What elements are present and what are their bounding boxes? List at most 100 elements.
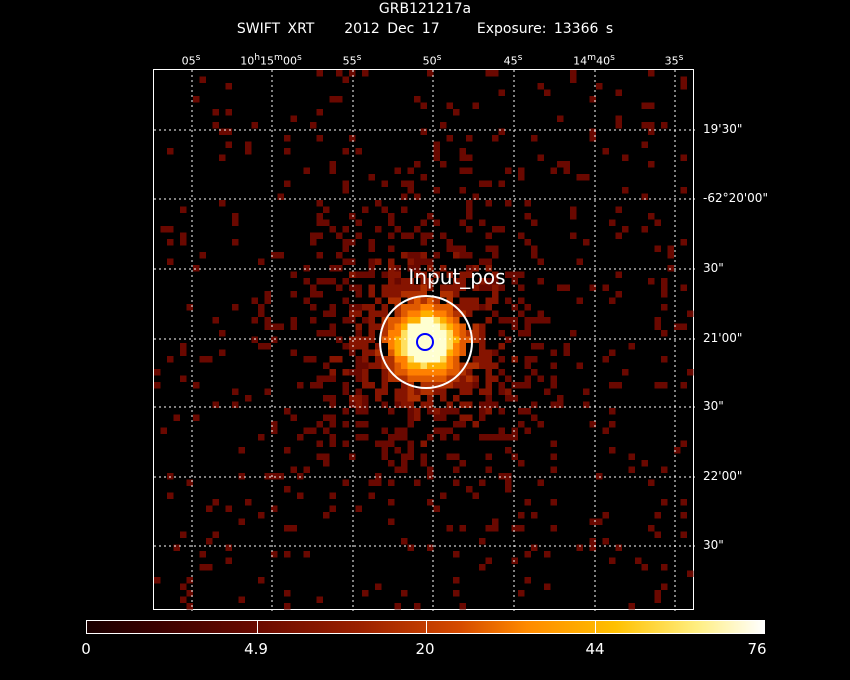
count-pixel bbox=[427, 408, 434, 415]
count-pixel bbox=[245, 395, 252, 402]
count-pixel bbox=[238, 518, 245, 525]
count-pixel bbox=[401, 193, 408, 200]
count-pixel bbox=[609, 447, 616, 454]
count-pixel bbox=[388, 323, 395, 330]
count-pixel bbox=[615, 291, 622, 298]
count-pixel bbox=[336, 70, 343, 77]
count-pixel bbox=[550, 499, 557, 506]
count-pixel bbox=[401, 369, 408, 376]
xrt-image-frame[interactable]: Input_pos bbox=[153, 69, 695, 611]
count-pixel bbox=[232, 401, 239, 408]
count-pixel bbox=[459, 148, 466, 155]
count-pixel bbox=[394, 349, 401, 356]
count-pixel bbox=[550, 167, 557, 174]
count-pixel bbox=[401, 590, 408, 597]
count-pixel bbox=[427, 317, 434, 324]
count-pixel bbox=[492, 310, 499, 317]
count-pixel bbox=[544, 317, 551, 324]
count-pixel bbox=[349, 284, 356, 291]
count-pixel bbox=[160, 226, 167, 233]
count-pixel bbox=[394, 603, 401, 610]
count-pixel bbox=[271, 473, 278, 480]
count-pixel bbox=[420, 310, 427, 317]
count-pixel bbox=[427, 434, 434, 441]
count-pixel bbox=[199, 564, 206, 571]
count-pixel bbox=[427, 375, 434, 382]
exposure-label: Exposure: 13366 s bbox=[476, 21, 614, 37]
count-pixel bbox=[245, 499, 252, 506]
count-pixel bbox=[420, 382, 427, 389]
count-pixel bbox=[232, 388, 239, 395]
count-pixel bbox=[570, 232, 577, 239]
count-pixel bbox=[414, 479, 421, 486]
count-pixel bbox=[349, 135, 356, 142]
count-pixel bbox=[446, 336, 453, 343]
ra-tick-label: 45s bbox=[503, 52, 523, 68]
count-pixel bbox=[355, 271, 362, 278]
input-pos-region-circle bbox=[379, 295, 473, 389]
count-pixel bbox=[531, 356, 538, 363]
dec-tick-label: -62°20'00" bbox=[703, 191, 768, 205]
count-pixel bbox=[433, 336, 440, 343]
count-pixel bbox=[368, 291, 375, 298]
count-pixel bbox=[290, 466, 297, 473]
count-pixel bbox=[498, 128, 505, 135]
count-pixel bbox=[407, 408, 414, 415]
count-pixel bbox=[420, 317, 427, 324]
count-pixel bbox=[498, 473, 505, 480]
count-pixel bbox=[407, 414, 414, 421]
count-pixel bbox=[446, 297, 453, 304]
count-pixel bbox=[641, 226, 648, 233]
count-pixel bbox=[440, 122, 447, 129]
count-pixel bbox=[492, 226, 499, 233]
count-pixel bbox=[394, 343, 401, 350]
count-pixel bbox=[661, 304, 668, 311]
count-pixel bbox=[446, 323, 453, 330]
count-pixel bbox=[446, 330, 453, 337]
count-pixel bbox=[453, 109, 460, 116]
count-pixel bbox=[459, 382, 466, 389]
count-pixel bbox=[329, 421, 336, 428]
count-pixel bbox=[342, 76, 349, 83]
count-pixel bbox=[186, 304, 193, 311]
count-pixel bbox=[368, 479, 375, 486]
ra-tick-label: 35s bbox=[664, 52, 684, 68]
count-pixel bbox=[654, 317, 661, 324]
ra-tick-label: 55s bbox=[342, 52, 362, 68]
count-pixel bbox=[394, 356, 401, 363]
count-pixel bbox=[342, 148, 349, 155]
count-pixel bbox=[570, 213, 577, 220]
count-pixel bbox=[563, 343, 570, 350]
count-pixel bbox=[407, 349, 414, 356]
count-pixel bbox=[173, 414, 180, 421]
count-pixel bbox=[388, 297, 395, 304]
count-pixel bbox=[459, 343, 466, 350]
count-pixel bbox=[622, 369, 629, 376]
count-pixel bbox=[394, 369, 401, 376]
count-pixel bbox=[316, 213, 323, 220]
count-pixel bbox=[388, 213, 395, 220]
count-pixel bbox=[388, 460, 395, 467]
count-pixel bbox=[167, 148, 174, 155]
count-pixel bbox=[206, 564, 213, 571]
count-pixel bbox=[570, 330, 577, 337]
count-pixel bbox=[479, 330, 486, 337]
count-pixel bbox=[485, 284, 492, 291]
count-pixel bbox=[180, 596, 187, 603]
count-pixel bbox=[498, 284, 505, 291]
count-pixel bbox=[615, 544, 622, 551]
count-pixel bbox=[459, 219, 466, 226]
count-pixel bbox=[453, 356, 460, 363]
count-pixel bbox=[466, 330, 473, 337]
count-pixel bbox=[609, 408, 616, 415]
count-pixel bbox=[388, 499, 395, 506]
count-pixel bbox=[323, 414, 330, 421]
count-pixel bbox=[407, 421, 414, 428]
count-pixel bbox=[466, 336, 473, 343]
count-pixel bbox=[466, 310, 473, 317]
count-pixel bbox=[212, 531, 219, 538]
count-pixel bbox=[407, 297, 414, 304]
count-pixel bbox=[472, 304, 479, 311]
count-pixel bbox=[180, 232, 187, 239]
count-pixel bbox=[420, 252, 427, 259]
